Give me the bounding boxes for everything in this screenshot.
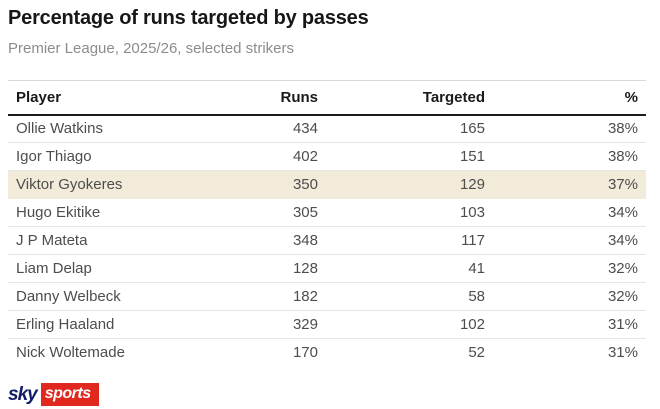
header-row: Player Runs Targeted % [8, 80, 646, 116]
targeted-value: 58 [318, 282, 485, 311]
column-header-runs: Runs [208, 80, 318, 116]
pct-value: 37% [485, 170, 646, 199]
table-row: Hugo Ekitike 305 103 34% [8, 198, 646, 227]
runs-value: 402 [208, 142, 318, 171]
player-name: Ollie Watkins [8, 114, 208, 143]
runs-value: 182 [208, 282, 318, 311]
player-name: Hugo Ekitike [8, 198, 208, 227]
pct-value: 32% [485, 282, 646, 311]
table-row: Danny Welbeck 182 58 32% [8, 282, 646, 311]
sky-sports-logo: sky sports [8, 383, 99, 406]
sky-logo-text: sky [8, 384, 38, 405]
runs-value: 434 [208, 114, 318, 143]
pct-value: 38% [485, 142, 646, 171]
sky-sports-badge: sports [40, 383, 99, 406]
runs-value: 128 [208, 254, 318, 283]
targeted-value: 151 [318, 142, 485, 171]
table-row: J P Mateta 348 117 34% [8, 226, 646, 255]
player-name: Viktor Gyokeres [8, 170, 208, 199]
runs-value: 348 [208, 226, 318, 255]
player-name: Igor Thiago [8, 142, 208, 171]
targeted-value: 41 [318, 254, 485, 283]
targeted-value: 52 [468, 344, 485, 362]
table-row-highlighted: Viktor Gyokeres 350 129 37% [8, 170, 646, 199]
targeted-value: 129 [318, 170, 485, 199]
table-row: Erling Haaland 329 102 31% [8, 310, 646, 339]
player-name: Nick Woltemade [16, 344, 125, 362]
player-name: Erling Haaland [8, 310, 208, 339]
table-row: Ollie Watkins 434 165 38% [8, 114, 646, 143]
pct-value: 31% [607, 344, 638, 362]
table-row: Liam Delap 128 41 32% [8, 254, 646, 283]
runs-value: 350 [208, 170, 318, 199]
pct-value: 34% [485, 198, 646, 227]
pct-value: 31% [485, 310, 646, 339]
targeted-value: 165 [318, 114, 485, 143]
chart-title: Percentage of runs targeted by passes [8, 7, 369, 29]
pct-value: 32% [485, 254, 646, 283]
column-header-player: Player [8, 80, 208, 116]
pct-value: 34% [485, 226, 646, 255]
targeted-value: 102 [318, 310, 485, 339]
runs-value: 329 [208, 310, 318, 339]
player-name: J P Mateta [8, 226, 208, 255]
table-body: Ollie Watkins 434 165 38% Igor Thiago 40… [8, 114, 646, 367]
table-header: Player Runs Targeted % [8, 80, 646, 116]
runs-value: 305 [208, 198, 318, 227]
table-row: Igor Thiago 402 151 38% [8, 142, 646, 171]
targeted-value: 117 [318, 226, 485, 255]
pct-value: 38% [485, 114, 646, 143]
column-header-pct: % [485, 80, 646, 116]
runs-value: 170 [292, 344, 318, 362]
chart-subtitle: Premier League, 2025/26, selected strike… [8, 40, 294, 57]
table-row: Nick Woltemade 170 52 31% [8, 339, 646, 367]
column-header-targeted: Targeted [318, 80, 485, 116]
player-name: Danny Welbeck [8, 282, 208, 311]
player-name: Liam Delap [8, 254, 208, 283]
targeted-value: 103 [318, 198, 485, 227]
stats-table: Player Runs Targeted % Ollie Watkins 434… [8, 80, 646, 367]
